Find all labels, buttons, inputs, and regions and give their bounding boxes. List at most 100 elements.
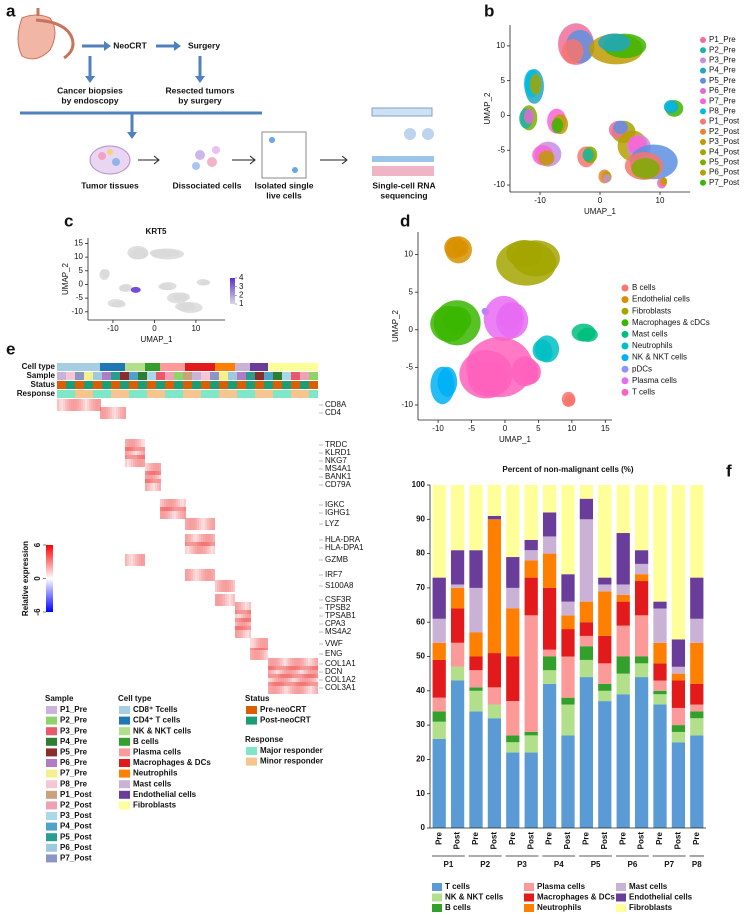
arrow [232,155,256,165]
annotation-cell [93,381,102,389]
annotation-cell [300,372,309,380]
annotation-label: Sample [27,371,56,380]
heatmap-cell [241,626,243,638]
y-tick-label: 5 [79,266,84,275]
gene-label: NKG7 [325,456,347,465]
heatmap-cell [272,658,274,670]
annotation-label: Response [17,389,56,398]
heatmap-cell [141,439,143,451]
annotation-cell [57,363,100,371]
heatmap-cell [127,447,129,459]
heatmap-cell [256,648,258,660]
colorbar [46,545,53,612]
colorbar [230,278,235,304]
x-tick-label: 10 [567,424,576,433]
heatmap-cell [185,534,187,546]
heatmap-cell [288,666,290,678]
heatmap-cell [193,534,195,546]
legend-swatch [119,727,130,736]
heatmap-cell [314,682,316,694]
annotation-cell [255,381,264,389]
heatmap-cell [141,455,143,467]
annotation-cell [156,390,165,398]
annotation-cell [264,390,273,398]
legend-swatch [700,118,706,125]
heatmap-cell [284,674,286,686]
heatmap-cell [237,618,239,630]
heatmap-cell [147,463,149,475]
gene-label: CD4 [325,408,342,417]
legend-swatch [119,737,130,746]
bar-segment [450,485,465,551]
bar-segment [450,642,465,667]
cluster [437,370,452,394]
heatmap-cell [133,447,135,459]
legend-swatch [621,296,629,304]
annotation-cell [84,372,93,380]
heatmap-cell [151,463,153,475]
heatmap-cell [149,479,151,491]
heatmap-cell [258,648,260,660]
heatmap-cell [145,463,147,475]
heatmap-cell [276,666,278,678]
heatmap-cell [290,666,292,678]
gene-label: COL3A1 [325,683,356,692]
chart-title: Percent of non-malignant cells (%) [502,465,633,474]
x-tick-label: -10 [534,196,546,205]
heatmap-cell [270,666,272,678]
heatmap-cell [245,618,247,630]
heatmap-cell [162,499,164,511]
annotation-cell [282,381,291,389]
gene-label: VWF [325,639,343,648]
x-axis-label: UMAP_1 [584,207,617,216]
heatmap-cell [308,658,310,670]
heatmap-cell [286,658,288,670]
cell-icon [292,167,298,173]
heatmap-cell [300,682,302,694]
heatmap-cell [166,499,168,511]
bar-segment [469,632,483,657]
group-label: P8 [692,860,702,869]
heatmap-cell [225,580,227,592]
step-label: live cells [266,190,302,200]
heatmap-cell [139,439,141,451]
legend-swatch [700,47,706,54]
cluster [452,240,469,257]
legend-swatch [46,801,57,810]
heatmap-cell [141,554,143,566]
heatmap-cell [209,569,211,581]
bar-segment [561,615,575,630]
heatmap-cell [187,542,189,554]
annotation-cell [246,381,255,389]
gene-label: CPA3 [325,619,346,628]
cell-icon [107,149,113,155]
heatmap-cell [245,626,247,638]
legend-swatch [700,67,706,74]
heatmap-cell [187,569,189,581]
heatmap-cell [304,666,306,678]
legend-label: P6_Pre [60,758,88,767]
annotation-cell [201,372,210,380]
annotation-cell [75,390,84,398]
heatmap-cell [191,569,193,581]
gene-label: HLA-DPA1 [325,543,364,552]
y-tick-label: 80 [416,549,425,558]
heatmap-cell [207,534,209,546]
bar-segment [579,622,594,636]
y-tick-label: -5 [406,362,414,371]
arrow [320,155,348,165]
annotation-cell [282,372,291,380]
bar-segment [634,615,649,657]
bar-segment [469,711,483,828]
x-tick-label: 10 [656,196,665,205]
heatmap-cell [201,542,203,554]
heatmap-cell [280,674,282,686]
x-tick-label: Pre [655,831,664,844]
legend-swatch [700,139,706,145]
bar-segment [598,591,612,636]
bar-segment [671,731,686,743]
annotation-cell [273,390,282,398]
legend-label: T cells [632,388,655,397]
legend-swatch [46,759,57,767]
legend-label: P3_Post [709,137,740,146]
